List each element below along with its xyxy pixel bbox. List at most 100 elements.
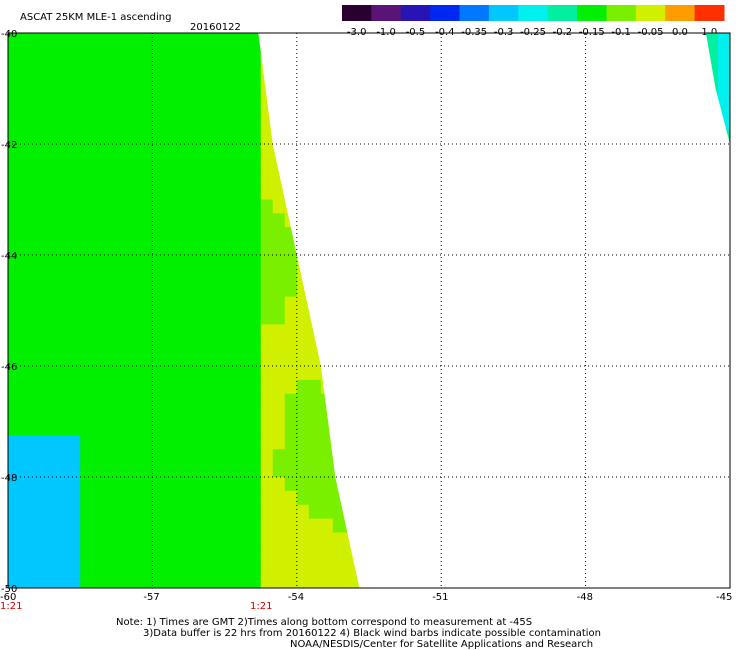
swath-cell [92,407,105,423]
swath-cell [164,157,178,173]
swath-cell [260,490,274,506]
colorbar-swatch [635,5,666,21]
swath-cell [56,574,69,588]
swath-cell [248,490,262,506]
swath-cell [8,560,21,575]
swath-cell [200,185,214,201]
swath-cell [104,407,117,423]
y-tick-label: -42 [1,140,17,151]
swath-cell [56,393,69,409]
swath-cell [369,380,382,394]
swath-cell [80,407,93,423]
swath-cell [176,532,190,547]
swath-cell [128,102,141,117]
swath-cell [212,449,226,464]
swath-cell [176,199,190,214]
swath-cell [140,490,153,506]
swath-cell [20,407,33,423]
swath-cell [284,366,298,381]
swath-cell [128,449,141,464]
swath-cell [272,379,286,395]
swath-cell [164,574,178,588]
swath-cell [308,241,322,256]
swath-cell [188,560,202,575]
swath-cell [176,255,190,270]
swath-cell [248,268,262,284]
swath-cell [369,200,382,214]
swath-cell [682,130,695,144]
swath-cell [320,144,334,159]
swath-cell [212,88,226,103]
swath-cell [68,241,81,256]
swath-cell [8,324,21,339]
swath-cell [320,227,334,242]
swath-cell [56,546,69,561]
swath-cell [44,574,57,588]
swath-cell [730,116,740,130]
swath-cell [176,449,190,464]
swath-cell [56,421,69,436]
swath-cell [717,102,730,117]
swath-cell [717,88,730,103]
swath-cell [332,546,346,561]
y-tick-label: -40 [1,29,17,40]
swath-cell [104,310,117,325]
swath-cell [308,407,322,423]
swath-cell [284,477,298,492]
swath-cell [32,504,45,520]
swath-cell [32,46,45,62]
swath-cell [260,379,274,395]
swath-cell [92,255,105,270]
swath-cell [260,463,274,478]
swath-cell [116,241,129,256]
swath-cell [8,157,21,173]
swath-cell [152,268,166,284]
swath-cell [272,449,286,464]
swath-cell [260,199,274,214]
swath-cell [32,421,45,436]
swath-cell [284,171,298,187]
swath-cell [104,157,117,173]
swath-cell [320,393,334,409]
swath-cell [56,477,69,492]
swath-cell [152,421,166,436]
swath-cell [236,366,250,381]
swath-cell [164,185,178,201]
swath-cell [104,588,117,602]
swath-cell [104,463,117,478]
swath-cell [104,560,117,575]
swath-cell [320,407,334,423]
swath-cell [260,421,274,436]
swath-cell [320,213,334,228]
swath-cell [284,130,298,145]
swath-cell [717,60,730,76]
swath-cell [188,546,202,561]
swath-cell [344,449,358,464]
swath-cell [44,477,57,492]
swath-cell [164,296,178,312]
swath-cell [296,421,310,436]
swath-cell [369,213,382,227]
swath-cell [128,296,141,312]
swath-cell [236,310,250,325]
swath-cell [20,393,33,409]
swath-cell [260,574,274,588]
swath-cell [248,379,262,395]
swath-cell [56,435,69,450]
swath-cell [80,227,93,242]
swath-cell [116,88,129,103]
swath-cell [44,490,57,506]
swath-cell [188,393,202,409]
swath-cell [694,158,707,172]
swath-cell [224,282,238,298]
swath-cell [176,310,190,325]
swath-cell [224,421,238,436]
swath-cell [308,352,322,367]
swath-cell [224,435,238,450]
swath-cell [332,379,346,395]
swath-cell [116,130,129,145]
swath-cell [236,518,250,534]
swath-cell [152,463,166,478]
swath-cell [369,75,382,89]
swath-cell [236,102,250,117]
